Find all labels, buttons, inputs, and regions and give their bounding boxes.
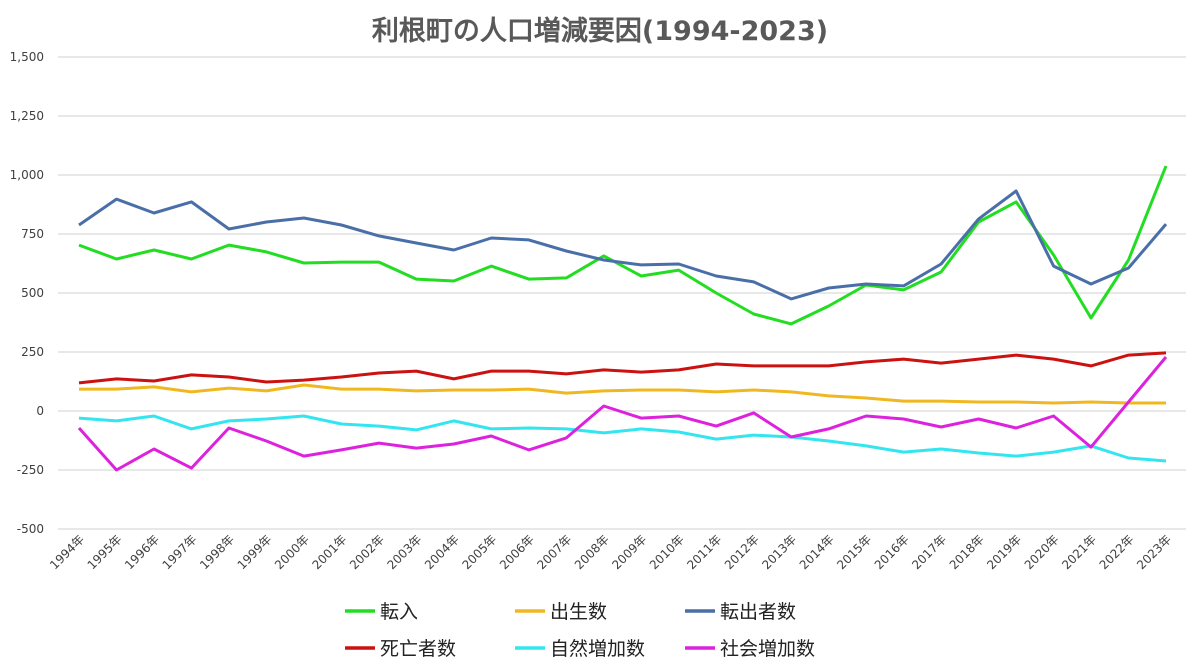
x-tick-label: 2012年 (722, 532, 762, 572)
x-tick-label: 1995年 (85, 532, 125, 572)
x-tick-label: 2009年 (609, 532, 649, 572)
x-tick-label: 2004年 (422, 532, 462, 572)
x-tick-label: 2008年 (572, 532, 612, 572)
series-line-1 (78, 165, 1168, 326)
x-tick-label: 2010年 (647, 532, 687, 572)
y-axis-ticks: -500 -250 0 250 500 750 1,000 1,250 1,500 (10, 50, 44, 536)
legend-label: 自然増加数 (550, 638, 645, 660)
x-tick-label: 2001年 (310, 532, 350, 572)
gridlines (58, 56, 1186, 530)
y-tick-label: -500 (17, 522, 44, 536)
series-line-6 (77, 356, 1168, 472)
x-tick-label: 2011年 (684, 532, 724, 572)
x-tick-label: 2022年 (1097, 532, 1137, 572)
x-tick-label: 2018年 (947, 532, 987, 572)
x-tick-label: 2000年 (272, 532, 312, 572)
legend-label: 転出者数 (720, 601, 796, 623)
x-tick-label: 2013年 (759, 532, 799, 572)
series-line-3 (78, 189, 1168, 301)
x-tick-label: 1999年 (235, 532, 275, 572)
x-tick-label: 1994年 (47, 532, 87, 572)
x-tick-label: 2007年 (534, 532, 574, 572)
series-line-2 (79, 383, 1166, 405)
legend-label: 転入 (380, 601, 418, 623)
y-tick-label: 1,500 (10, 50, 44, 64)
series-line-5 (78, 414, 1167, 463)
x-tick-label: 2021年 (1059, 532, 1099, 572)
legend-label: 社会増加数 (720, 638, 815, 660)
series-lines (77, 165, 1168, 472)
x-tick-label: 2005年 (459, 532, 499, 572)
x-tick-label: 2015年 (834, 532, 874, 572)
x-tick-label: 1998年 (197, 532, 237, 572)
x-tick-label: 2006年 (497, 532, 537, 572)
y-tick-label: -250 (17, 463, 44, 477)
x-tick-label: 1996年 (122, 532, 162, 572)
x-tick-label: 2014年 (797, 532, 837, 572)
y-tick-label: 1,000 (10, 168, 44, 182)
legend-label: 出生数 (550, 601, 607, 623)
y-tick-label: 500 (21, 286, 44, 300)
x-tick-label: 2017年 (909, 532, 949, 572)
x-tick-label: 2003年 (384, 532, 424, 572)
chart-title: 利根町の人口増減要因(1994-2023) (372, 15, 828, 47)
x-tick-label: 2016年 (872, 532, 912, 572)
x-tick-label: 2023年 (1134, 532, 1174, 572)
y-tick-label: 750 (21, 227, 44, 241)
x-tick-label: 2002年 (347, 532, 387, 572)
x-tick-label: 2020年 (1022, 532, 1062, 572)
legend-label: 死亡者数 (380, 638, 456, 660)
y-tick-label: 1,250 (10, 109, 44, 123)
x-tick-label: 1997年 (160, 532, 200, 572)
series-line-4 (78, 351, 1167, 385)
y-tick-label: 250 (21, 345, 44, 359)
x-tick-label: 2019年 (984, 532, 1024, 572)
y-tick-label: 0 (36, 404, 44, 418)
x-axis-ticks: 1994年1995年1996年1997年1998年1999年2000年2001年… (47, 532, 1174, 572)
